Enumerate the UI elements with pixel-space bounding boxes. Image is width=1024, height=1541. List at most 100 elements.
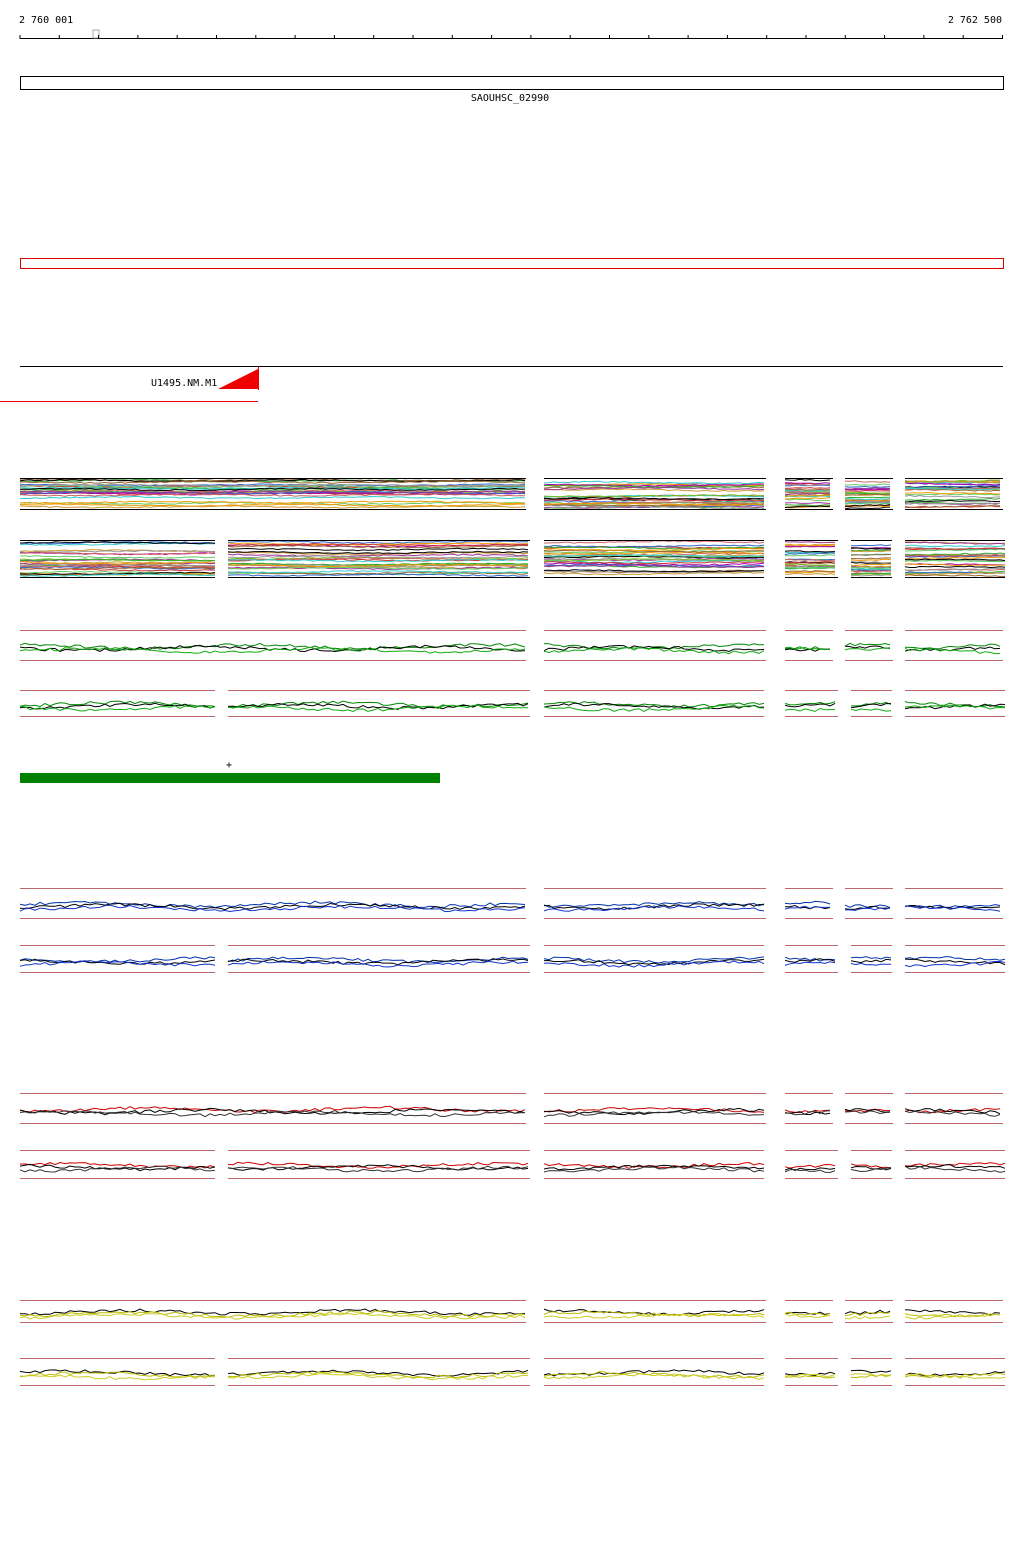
trace — [19, 541, 216, 545]
trace — [543, 549, 765, 554]
trace — [904, 493, 1001, 496]
trace — [904, 563, 1006, 567]
track-segment — [227, 690, 530, 717]
trace — [850, 560, 892, 564]
trace — [844, 642, 891, 647]
track-segment — [850, 1358, 892, 1386]
trace — [844, 645, 891, 649]
trace — [543, 701, 765, 708]
trace — [784, 504, 831, 507]
track-segment — [543, 540, 765, 578]
trace — [227, 704, 529, 713]
track-segment — [543, 690, 765, 717]
track-segment — [784, 1300, 833, 1323]
trace — [784, 1373, 836, 1378]
trace — [19, 904, 526, 913]
trace — [850, 549, 892, 552]
trace — [904, 961, 1006, 968]
trace — [784, 701, 836, 706]
track-segment — [19, 478, 526, 510]
trace — [227, 542, 529, 547]
trace — [784, 1168, 836, 1174]
ruler-end: 2 762 500 — [948, 15, 1002, 26]
trace — [543, 960, 765, 968]
trace — [844, 489, 891, 492]
trace — [784, 1111, 831, 1116]
trace — [904, 502, 1001, 505]
track-segment — [19, 540, 216, 578]
track-segment — [19, 690, 216, 717]
track-segment — [543, 945, 765, 973]
trace — [904, 558, 1006, 562]
track-segment — [904, 1150, 1006, 1179]
trace — [850, 557, 892, 560]
trace — [904, 487, 1001, 491]
trace — [904, 1309, 1001, 1316]
trace — [904, 904, 1001, 909]
trace — [904, 488, 1001, 492]
feature-triangle — [218, 369, 258, 389]
trace — [844, 1315, 891, 1320]
trace — [19, 503, 526, 507]
trace — [19, 493, 526, 497]
trace — [227, 544, 529, 549]
trace — [904, 480, 1001, 484]
trace — [904, 572, 1006, 575]
trace — [784, 1109, 831, 1114]
trace — [784, 571, 836, 574]
trace — [850, 708, 892, 712]
trace — [20, 561, 216, 565]
trace — [19, 490, 526, 495]
trace — [227, 563, 529, 568]
ruler — [19, 29, 1003, 39]
trace — [20, 480, 526, 484]
trace — [19, 646, 526, 654]
trace — [784, 646, 831, 651]
trace — [850, 568, 892, 571]
ruler-start: 2 760 001 — [19, 15, 73, 26]
trace — [227, 562, 529, 567]
trace — [543, 1110, 765, 1118]
trace — [227, 566, 529, 570]
track-segment — [19, 1093, 526, 1124]
trace — [904, 1110, 1001, 1117]
trace — [904, 1162, 1006, 1167]
trace — [543, 1308, 765, 1316]
expression-tracks — [19, 478, 1006, 1386]
trace — [785, 572, 836, 576]
trace — [850, 1163, 892, 1169]
trace — [784, 1110, 831, 1116]
trace — [543, 643, 765, 650]
trace — [784, 550, 836, 553]
trace — [543, 958, 765, 966]
track-segment — [904, 540, 1006, 578]
track-segment — [844, 630, 893, 661]
trace — [227, 558, 529, 562]
trace — [850, 1165, 892, 1171]
trace — [543, 497, 765, 501]
trace — [904, 563, 1006, 566]
trace — [227, 1161, 529, 1169]
trace — [850, 962, 892, 966]
trace — [543, 702, 765, 710]
track-segment — [543, 1300, 766, 1323]
trace — [784, 565, 836, 568]
trace — [844, 500, 891, 503]
trace — [904, 494, 1001, 499]
strand-mark: + — [226, 760, 232, 771]
trace — [850, 550, 891, 553]
trace — [784, 1163, 836, 1169]
trace — [784, 545, 836, 548]
track-segment — [844, 888, 893, 919]
trace — [19, 483, 526, 488]
trace — [543, 644, 765, 653]
trace — [905, 556, 1006, 560]
trace — [784, 488, 831, 491]
trace — [850, 1167, 892, 1173]
trace — [784, 1375, 836, 1379]
trace — [19, 566, 216, 570]
trace — [543, 1373, 765, 1380]
trace — [904, 1313, 1001, 1320]
trace — [904, 647, 1001, 655]
